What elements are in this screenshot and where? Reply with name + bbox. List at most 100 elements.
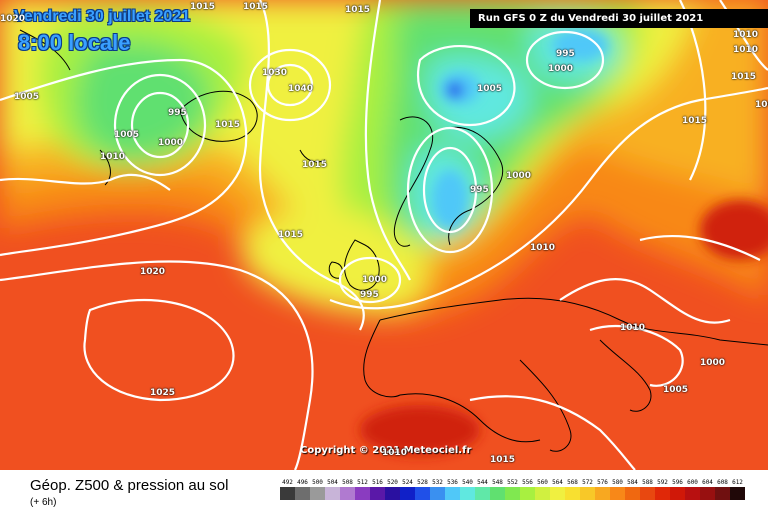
legend-swatch bbox=[505, 487, 520, 500]
isobar-label: 1015 bbox=[243, 2, 269, 12]
isobar-label: 1010 bbox=[100, 152, 126, 162]
legend-value: 592 bbox=[657, 479, 668, 486]
isobar-label: 1010 bbox=[620, 323, 646, 333]
legend-cell: 540 bbox=[460, 478, 475, 500]
legend-cell: 568 bbox=[565, 478, 580, 500]
legend-cell: 608 bbox=[715, 478, 730, 500]
legend-cell: 492 bbox=[280, 478, 295, 500]
isobar-label: 1000 bbox=[506, 171, 532, 181]
legend-value: 536 bbox=[447, 479, 458, 486]
legend-cell: 600 bbox=[685, 478, 700, 500]
legend-value: 604 bbox=[702, 479, 713, 486]
legend-swatch bbox=[685, 487, 700, 500]
legend-cell: 596 bbox=[670, 478, 685, 500]
legend-value: 588 bbox=[642, 479, 653, 486]
legend-swatch bbox=[415, 487, 430, 500]
legend-swatch bbox=[490, 487, 505, 500]
legend-cell: 544 bbox=[475, 478, 490, 500]
legend-cell: 508 bbox=[340, 478, 355, 500]
legend-value: 548 bbox=[492, 479, 503, 486]
isobar-label: 1005 bbox=[663, 385, 689, 395]
legend-swatch bbox=[595, 487, 610, 500]
legend-value: 508 bbox=[342, 479, 353, 486]
legend-cell: 612 bbox=[730, 478, 745, 500]
legend-cell: 504 bbox=[325, 478, 340, 500]
legend-cell: 588 bbox=[640, 478, 655, 500]
legend-value: 500 bbox=[312, 479, 323, 486]
legend-value: 608 bbox=[717, 479, 728, 486]
legend-swatch bbox=[325, 487, 340, 500]
legend-swatch bbox=[445, 487, 460, 500]
legend-value: 576 bbox=[597, 479, 608, 486]
legend-value: 504 bbox=[327, 479, 338, 486]
legend-swatch bbox=[640, 487, 655, 500]
legend-swatch bbox=[430, 487, 445, 500]
copyright: Copyright © 2021 Meteociel.fr bbox=[300, 445, 472, 456]
legend-value: 532 bbox=[432, 479, 443, 486]
legend-value: 516 bbox=[372, 479, 383, 486]
isobar-label: 1015 bbox=[490, 455, 516, 465]
legend-value: 560 bbox=[537, 479, 548, 486]
legend-cell: 512 bbox=[355, 478, 370, 500]
legend-swatch bbox=[460, 487, 475, 500]
legend-cell: 564 bbox=[550, 478, 565, 500]
legend-cell: 500 bbox=[310, 478, 325, 500]
legend-cell: 604 bbox=[700, 478, 715, 500]
isobar-label: 1000 bbox=[158, 138, 184, 148]
legend-cell: 556 bbox=[520, 478, 535, 500]
legend-swatch bbox=[625, 487, 640, 500]
legend-cell: 520 bbox=[385, 478, 400, 500]
legend-swatch bbox=[280, 487, 295, 500]
legend-cell: 592 bbox=[655, 478, 670, 500]
isobar-label: 1015 bbox=[345, 5, 371, 15]
legend-value: 596 bbox=[672, 479, 683, 486]
isobar-label: 1015 bbox=[278, 230, 304, 240]
weather-map: Vendredi 30 juillet 2021 8:00 locale Run… bbox=[0, 0, 768, 470]
run-info: Run GFS 0 Z du Vendredi 30 juillet 2021 bbox=[470, 9, 768, 28]
legend-swatch bbox=[655, 487, 670, 500]
legend-swatch bbox=[700, 487, 715, 500]
legend-value: 544 bbox=[477, 479, 488, 486]
legend-value: 580 bbox=[612, 479, 623, 486]
legend-swatch bbox=[475, 487, 490, 500]
forecast-time: 8:00 locale bbox=[18, 30, 131, 55]
legend-value: 524 bbox=[402, 479, 413, 486]
legend-cell: 552 bbox=[505, 478, 520, 500]
isobar-label: 1030 bbox=[262, 68, 288, 78]
isobar-label: 1010 bbox=[382, 448, 408, 458]
isobar-label: 1005 bbox=[114, 130, 140, 140]
isobar-label: 995 bbox=[360, 290, 379, 300]
legend-swatch bbox=[400, 487, 415, 500]
legend-swatch bbox=[565, 487, 580, 500]
isobar-label: 995 bbox=[470, 185, 489, 195]
legend-value: 556 bbox=[522, 479, 533, 486]
legend-cell: 528 bbox=[415, 478, 430, 500]
legend-value: 584 bbox=[627, 479, 638, 486]
legend-cell: 516 bbox=[370, 478, 385, 500]
forecast-date: Vendredi 30 juillet 2021 bbox=[14, 8, 191, 25]
isobar-label: 1010 bbox=[733, 30, 759, 40]
isobar-label: 1005 bbox=[14, 92, 40, 102]
legend-cell: 560 bbox=[535, 478, 550, 500]
isobar-label: 1015 bbox=[731, 72, 757, 82]
isobar-label: 1015 bbox=[302, 160, 328, 170]
legend-swatch bbox=[535, 487, 550, 500]
isobar-label: 1040 bbox=[288, 84, 314, 94]
color-legend: 492 496 500 504 508 512 516 520 524 528 532 536 540 5… bbox=[280, 478, 745, 500]
geopotential-field bbox=[0, 0, 768, 470]
isobar-label: 1020 bbox=[0, 14, 26, 24]
legend-cell: 548 bbox=[490, 478, 505, 500]
map-subtitle: (+ 6h) bbox=[30, 497, 57, 508]
isobar-label: 995 bbox=[556, 49, 575, 59]
legend-swatch bbox=[730, 487, 745, 500]
map-footer: Géop. Z500 & pression au sol (+ 6h) 492 4… bbox=[0, 470, 768, 512]
legend-cell: 572 bbox=[580, 478, 595, 500]
isobar-label: 1015 bbox=[682, 116, 708, 126]
isobar-label: 1015 bbox=[190, 2, 216, 12]
legend-cell: 496 bbox=[295, 478, 310, 500]
legend-value: 512 bbox=[357, 479, 368, 486]
legend-cell: 580 bbox=[610, 478, 625, 500]
legend-swatch bbox=[610, 487, 625, 500]
isobars bbox=[0, 0, 768, 470]
isobar-label: 1000 bbox=[548, 64, 574, 74]
